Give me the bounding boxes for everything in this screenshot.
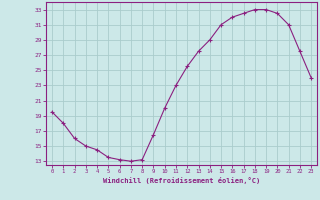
X-axis label: Windchill (Refroidissement éolien,°C): Windchill (Refroidissement éolien,°C) bbox=[103, 177, 260, 184]
